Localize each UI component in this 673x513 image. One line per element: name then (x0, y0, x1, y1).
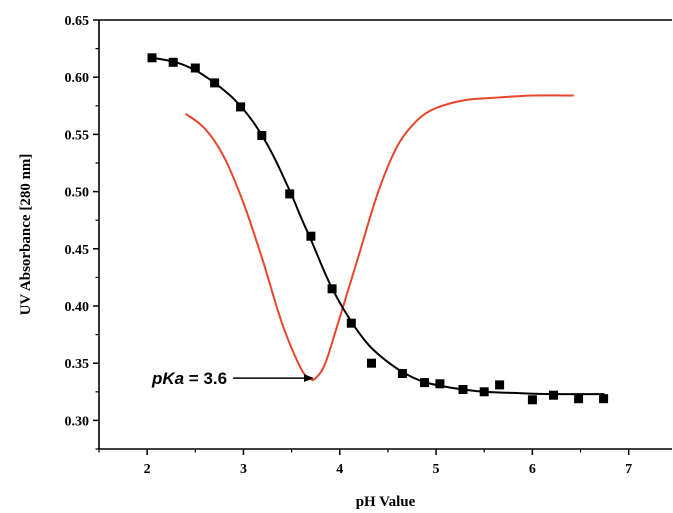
data-point (367, 358, 376, 368)
x-tick-label: 5 (433, 462, 440, 477)
derivative-curve-layer (185, 94, 574, 382)
data-point (420, 378, 429, 388)
data-point (236, 102, 246, 112)
data-point (599, 394, 609, 404)
data-point (327, 284, 337, 294)
data-point (397, 369, 407, 378)
derivative-curve (185, 94, 574, 382)
y-tick-label: 0.40 (65, 300, 90, 315)
data-point (168, 57, 178, 67)
data-point (346, 318, 356, 328)
pka-annotation: pKa = 3.6 (151, 369, 227, 388)
data-point (458, 385, 468, 394)
fit-curve-layer (151, 56, 605, 396)
y-axis-title: UV Absorbance [280 nm] (18, 154, 34, 316)
x-tick-label: 2 (144, 462, 151, 477)
data-points-layer (147, 53, 609, 405)
x-tick-label: 4 (336, 462, 343, 477)
data-point (210, 78, 220, 88)
data-point (527, 395, 537, 405)
data-point (190, 63, 200, 73)
data-point (147, 53, 157, 63)
y-tick-label: 0.30 (65, 414, 90, 429)
data-point (549, 390, 558, 400)
y-tick-label: 0.45 (65, 243, 90, 258)
y-tick-label: 0.55 (65, 128, 90, 143)
x-tick-label: 3 (240, 462, 247, 477)
x-axis-title: pH Value (356, 494, 416, 510)
x-tick-label: 7 (625, 462, 632, 477)
x-tick-label: 6 (529, 462, 536, 477)
y-tick-label: 0.60 (65, 71, 90, 86)
data-point (306, 231, 316, 241)
data-point (479, 387, 489, 397)
data-point (495, 380, 505, 390)
annotation-layer: pKa = 3.6 (151, 369, 314, 388)
data-point (435, 379, 445, 389)
y-tick-label: 0.50 (65, 186, 90, 201)
axes-layer: 2 3 4 5 6 7 0.30 0.35 0.40 0.45 0.50 0.55 0.60 0.65 (65, 14, 672, 477)
data-point (285, 189, 295, 199)
fit-curve (151, 56, 605, 396)
y-tick-label: 0.35 (65, 357, 90, 372)
y-tick-label: 0.65 (65, 14, 90, 29)
data-point (257, 131, 267, 140)
data-point (574, 394, 584, 404)
